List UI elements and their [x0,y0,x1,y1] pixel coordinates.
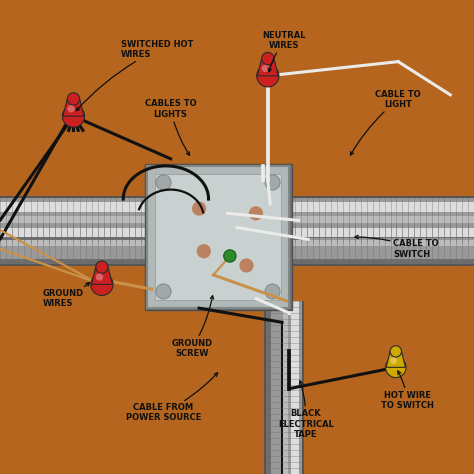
Circle shape [156,175,171,190]
Bar [289,196,474,245]
Circle shape [96,273,103,281]
Bar [289,240,474,246]
Circle shape [63,105,84,127]
Circle shape [197,244,211,258]
Text: CABLE FROM
POWER SOURCE: CABLE FROM POWER SOURCE [126,373,218,422]
Circle shape [265,175,280,190]
Circle shape [156,284,171,299]
Text: NEUTRAL
WIRES: NEUTRAL WIRES [263,31,306,72]
Text: HOT WIRE
TO SWITCH: HOT WIRE TO SWITCH [381,371,434,410]
Bar [264,301,304,474]
Text: CABLE TO
SWITCH: CABLE TO SWITCH [355,235,439,258]
Bar [0,198,147,243]
Circle shape [262,53,274,65]
Bar [266,301,302,474]
Bar [289,198,474,243]
Bar [289,259,474,264]
Text: SWITCHED HOT
WIRES: SWITCHED HOT WIRES [76,40,193,110]
Circle shape [67,105,75,112]
Bar [289,202,474,212]
Polygon shape [63,99,84,116]
Circle shape [265,284,280,299]
Circle shape [96,261,108,273]
Text: BLACK
ELECTRICAL
TAPE: BLACK ELECTRICAL TAPE [278,381,334,439]
Bar [0,202,147,212]
Bar [0,237,147,243]
Bar [0,216,147,223]
Bar [0,222,147,266]
Bar [289,216,474,223]
Circle shape [262,65,269,72]
Bar [289,222,474,266]
Circle shape [91,273,113,295]
Polygon shape [386,351,405,367]
Circle shape [67,93,80,105]
Bar [266,301,271,474]
Bar [145,164,292,310]
Bar [291,301,299,474]
Circle shape [249,206,263,220]
Bar [147,166,289,308]
Polygon shape [91,267,112,284]
Bar [289,228,474,237]
Text: GROUND
SCREW: GROUND SCREW [172,296,214,358]
Circle shape [192,201,206,216]
Bar [0,228,147,237]
Bar [155,174,281,300]
Bar [289,237,474,243]
Text: CABLE TO
LIGHT: CABLE TO LIGHT [350,90,421,155]
Circle shape [390,346,401,357]
Circle shape [239,258,254,273]
Circle shape [385,357,406,378]
Circle shape [224,250,236,262]
Text: GROUND
WIRES: GROUND WIRES [43,283,90,308]
Bar [0,259,147,264]
Bar [0,240,147,246]
Polygon shape [257,59,278,76]
Circle shape [390,357,397,364]
Bar [283,301,288,474]
Bar [0,196,147,245]
Bar [289,224,474,264]
Circle shape [257,65,279,87]
Bar [0,224,147,264]
Text: CABLES TO
LIGHTS: CABLES TO LIGHTS [145,100,196,155]
